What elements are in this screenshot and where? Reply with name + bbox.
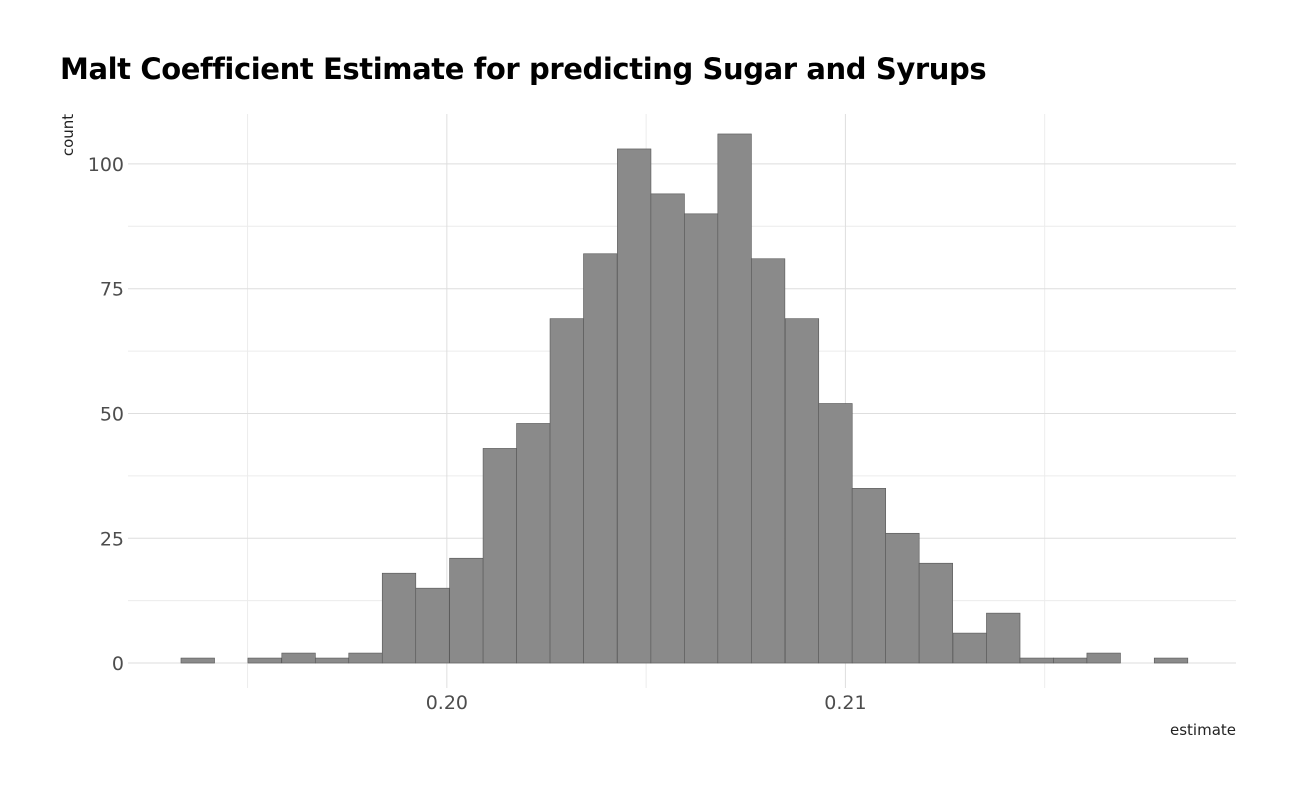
histogram-bar <box>482 448 517 664</box>
histogram-bar <box>952 632 987 664</box>
histogram-bar <box>986 612 1021 664</box>
histogram-bar <box>885 532 920 664</box>
y-tick-label: 100 <box>88 154 124 176</box>
chart-title: Malt Coefficient Estimate for predicting… <box>60 52 987 86</box>
histogram-bar <box>784 318 820 664</box>
x-tick-label: 0.20 <box>426 692 468 714</box>
histogram-bar <box>1053 657 1088 664</box>
histogram-bar <box>851 488 887 664</box>
histogram-bar <box>818 403 853 664</box>
y-tick-label: 50 <box>100 403 124 425</box>
histogram-bar <box>583 253 618 664</box>
y-tick-label: 25 <box>100 528 124 550</box>
histogram-bar <box>516 423 551 664</box>
histogram-bar <box>348 652 383 664</box>
y-axis-ticks: 0 25 50 75 100 <box>88 154 124 675</box>
histogram-bar <box>180 657 215 664</box>
x-axis-title: estimate <box>1170 721 1236 739</box>
histogram-bar <box>549 318 584 664</box>
x-axis-ticks: 0.20 0.21 <box>426 692 867 714</box>
histogram-bar <box>617 148 652 664</box>
histogram-bar <box>717 133 752 664</box>
y-tick-label: 0 <box>112 653 124 675</box>
histogram-bar <box>281 652 316 664</box>
histogram-bar <box>751 258 786 664</box>
histogram-bar <box>1086 652 1121 664</box>
histogram-bar <box>684 213 719 664</box>
histogram-bar <box>1153 657 1189 664</box>
y-axis-title: count <box>59 114 77 156</box>
x-tick-label: 0.21 <box>824 692 866 714</box>
histogram-bar <box>415 587 450 664</box>
histogram-bar <box>650 193 685 664</box>
histogram-bar <box>1019 657 1054 664</box>
histogram-bar <box>381 572 417 664</box>
histogram-bar <box>314 657 350 664</box>
histogram-bars <box>180 133 1189 664</box>
histogram-bar <box>449 557 484 664</box>
histogram-bar <box>247 657 282 664</box>
y-tick-label: 75 <box>100 279 124 301</box>
histogram-bar <box>918 562 953 664</box>
